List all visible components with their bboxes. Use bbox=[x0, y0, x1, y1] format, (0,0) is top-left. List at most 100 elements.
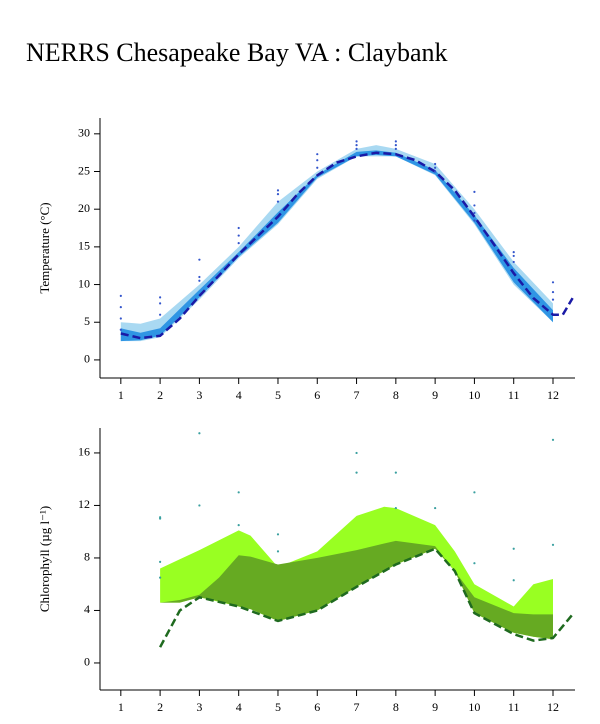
data-point bbox=[512, 547, 515, 550]
data-point bbox=[551, 438, 555, 441]
data-point bbox=[394, 506, 397, 510]
data-point bbox=[434, 506, 437, 510]
data-point bbox=[394, 147, 397, 150]
x-tick-label: 11 bbox=[508, 388, 520, 402]
data-point bbox=[355, 144, 358, 147]
data-point bbox=[473, 211, 476, 215]
data-point bbox=[473, 204, 476, 207]
data-point bbox=[316, 153, 319, 156]
data-point bbox=[237, 234, 240, 237]
data-point bbox=[237, 226, 240, 230]
data-point bbox=[237, 242, 240, 245]
x-tick-label: 7 bbox=[354, 700, 360, 714]
x-tick-label: 11 bbox=[508, 700, 520, 714]
data-point bbox=[198, 279, 201, 282]
x-tick-label: 1 bbox=[118, 700, 124, 714]
data-point bbox=[434, 162, 437, 166]
data-point bbox=[276, 550, 280, 553]
x-tick-label: 3 bbox=[196, 700, 202, 714]
y-tick-label: 20 bbox=[78, 201, 90, 215]
x-tick-label: 6 bbox=[314, 388, 320, 402]
data-point bbox=[473, 219, 476, 222]
data-point bbox=[119, 317, 122, 320]
y-tick-label: 0 bbox=[84, 655, 90, 669]
y-tick-label: 16 bbox=[78, 445, 90, 459]
data-point bbox=[276, 533, 280, 536]
data-point bbox=[551, 281, 555, 284]
y-tick-label: 10 bbox=[78, 276, 90, 290]
y-tick-label: 4 bbox=[84, 602, 90, 616]
data-point bbox=[512, 251, 515, 254]
data-point bbox=[237, 491, 240, 494]
data-point bbox=[119, 294, 122, 297]
data-point bbox=[198, 432, 201, 435]
data-point bbox=[276, 189, 280, 192]
y-axis-label: Chlorophyll (µg l⁻¹) bbox=[37, 506, 52, 612]
data-point bbox=[473, 562, 476, 565]
y-tick-label: 25 bbox=[78, 163, 90, 177]
x-tick-label: 5 bbox=[275, 388, 281, 402]
x-tick-label: 10 bbox=[468, 388, 480, 402]
x-tick-label: 4 bbox=[236, 388, 242, 402]
x-tick-label: 3 bbox=[196, 388, 202, 402]
y-tick-label: 30 bbox=[78, 126, 90, 140]
x-tick-label: 7 bbox=[354, 388, 360, 402]
x-tick-label: 8 bbox=[393, 700, 399, 714]
band bbox=[160, 540, 553, 640]
x-tick-label: 10 bbox=[468, 700, 480, 714]
page-title: NERRS Chesapeake Bay VA : Claybank bbox=[26, 38, 448, 67]
data-point bbox=[434, 166, 437, 169]
trend-line bbox=[158, 547, 574, 648]
data-point bbox=[159, 302, 162, 305]
data-point bbox=[394, 144, 397, 147]
x-tick-label: 1 bbox=[118, 388, 124, 402]
x-tick-label: 8 bbox=[393, 388, 399, 402]
x-tick-label: 12 bbox=[547, 388, 559, 402]
x-tick-label: 9 bbox=[432, 700, 438, 714]
data-point bbox=[355, 147, 358, 150]
data-point bbox=[198, 504, 201, 507]
data-point bbox=[355, 471, 358, 474]
trend-line bbox=[120, 151, 574, 340]
x-tick-label: 5 bbox=[275, 700, 281, 714]
data-point bbox=[551, 290, 555, 294]
y-tick-label: 12 bbox=[78, 497, 90, 511]
data-point bbox=[551, 298, 555, 301]
data-point bbox=[394, 471, 397, 474]
data-point bbox=[119, 306, 122, 309]
x-tick-label: 9 bbox=[432, 388, 438, 402]
data-point bbox=[512, 254, 515, 258]
data-point bbox=[198, 258, 201, 261]
data-point bbox=[237, 524, 240, 527]
x-tick-label: 4 bbox=[236, 700, 242, 714]
data-point bbox=[551, 543, 555, 546]
data-point bbox=[316, 159, 319, 162]
data-point bbox=[119, 328, 122, 331]
data-point bbox=[355, 451, 358, 455]
x-tick-label: 6 bbox=[314, 700, 320, 714]
data-point bbox=[159, 576, 162, 579]
y-axis-label: Temperature (°C) bbox=[37, 202, 52, 293]
data-point bbox=[394, 140, 397, 143]
x-tick-label: 2 bbox=[157, 700, 163, 714]
data-point bbox=[512, 260, 515, 264]
data-point bbox=[159, 313, 162, 316]
data-point bbox=[473, 491, 476, 494]
data-point bbox=[159, 560, 162, 563]
data-point bbox=[434, 170, 437, 173]
data-point bbox=[276, 193, 280, 196]
y-tick-label: 8 bbox=[84, 550, 90, 564]
data-point bbox=[512, 579, 515, 582]
band bbox=[120, 145, 554, 342]
y-tick-label: 5 bbox=[84, 314, 90, 328]
data-point bbox=[355, 140, 358, 143]
x-tick-label: 12 bbox=[547, 700, 559, 714]
data-point bbox=[159, 296, 162, 299]
y-tick-label: 0 bbox=[84, 352, 90, 366]
x-tick-label: 2 bbox=[157, 388, 163, 402]
y-tick-label: 15 bbox=[78, 239, 90, 253]
data-point bbox=[159, 516, 162, 519]
data-point bbox=[276, 200, 280, 203]
data-point bbox=[473, 190, 476, 193]
